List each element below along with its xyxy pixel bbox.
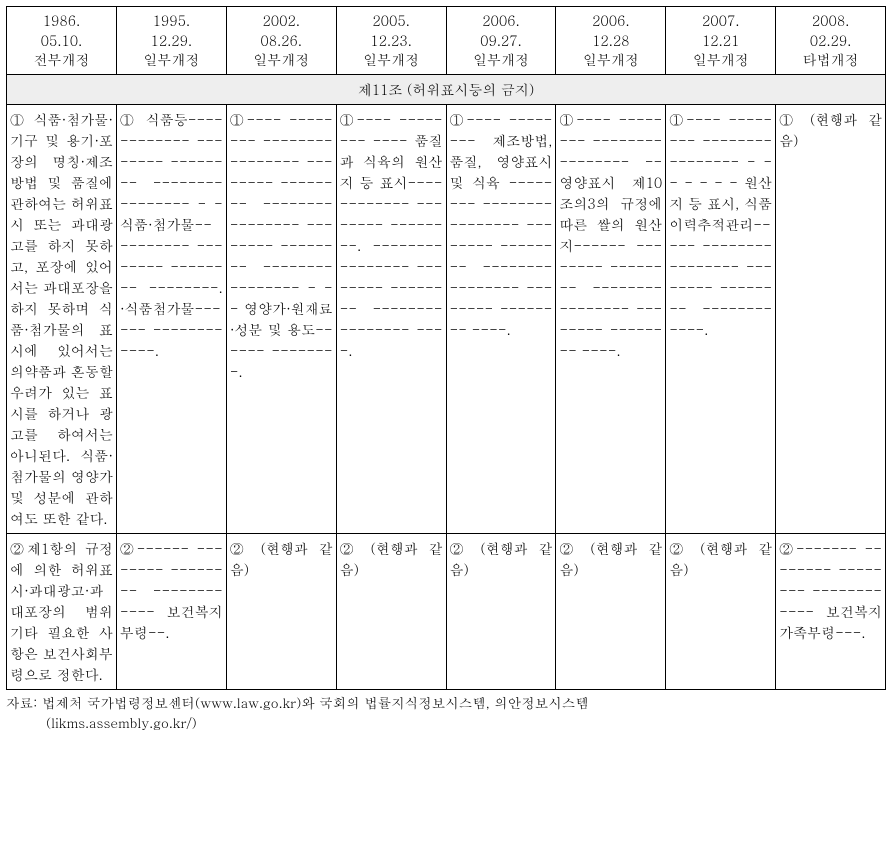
header-col-6: 2007.12.21일부개정: [666, 7, 776, 75]
r2c4: ② (현행과 같음): [446, 533, 556, 689]
r1c1: ① 식품등---- -------- -------- -------- ---…: [116, 104, 226, 533]
section-title: 제11조 (허위표시등의 금지): [7, 74, 886, 104]
r1c4: ①---- -------- 제조방법, 품질, 영양표시 및 식육 -----…: [446, 104, 556, 533]
header-col-7: 2008.02.29.타법개정: [776, 7, 886, 75]
r2c3: ② (현행과 같음): [336, 533, 446, 689]
header-col-5: 2006.12.28일부개정: [556, 7, 666, 75]
r2c6: ② (현행과 같음): [666, 533, 776, 689]
r1c2: ①---- -------- -------- -------- -------…: [226, 104, 336, 533]
header-row: 1986.05.10.전부개정 1995.12.29.일부개정 2002.08.…: [7, 7, 886, 75]
header-col-1: 1995.12.29.일부개정: [116, 7, 226, 75]
r2c2: ② (현행과 같음): [226, 533, 336, 689]
r2c1: ②------ -------- -------- -------- ---- …: [116, 533, 226, 689]
source-line-1: 자료: 법제처 국가법령정보센터(www.law.go.kr)와 국회의 법률지…: [6, 693, 589, 712]
source-line-2: (likms.assembly.go.kr/): [6, 713, 886, 733]
r1c6: ①---- -------- -------- -------- - - - -…: [666, 104, 776, 533]
header-col-3: 2005.12.23.일부개정: [336, 7, 446, 75]
row-1: ①식품·첨가물·기구 및 용기·포장의 명칭·제조방법 및 품질에 관하여는 허…: [7, 104, 886, 533]
r1c7: ① (현행과 같음): [776, 104, 886, 533]
header-col-2: 2002.08.26.일부개정: [226, 7, 336, 75]
r2c0: ②제1항의 규정에 의한 허위표시·과대광고·과대포장의 범위 기타 필요한 사…: [7, 533, 117, 689]
r2c7: ②------- -------- -------- -------- ----…: [776, 533, 886, 689]
r1c0: ①식품·첨가물·기구 및 용기·포장의 명칭·제조방법 및 품질에 관하여는 허…: [7, 104, 117, 533]
header-col-0: 1986.05.10.전부개정: [7, 7, 117, 75]
row-2: ②제1항의 규정에 의한 허위표시·과대광고·과대포장의 범위 기타 필요한 사…: [7, 533, 886, 689]
r1c3: ①---- -------- ---- 품질과 식육의 원산지 등 표시----…: [336, 104, 446, 533]
source-block: 자료: 법제처 국가법령정보센터(www.law.go.kr)와 국회의 법률지…: [6, 693, 886, 734]
header-col-4: 2006.09.27.일부개정: [446, 7, 556, 75]
r2c5: ② (현행과 같음): [556, 533, 666, 689]
r1c5: ①---- -------- -------- -------- -- 영양표시…: [556, 104, 666, 533]
